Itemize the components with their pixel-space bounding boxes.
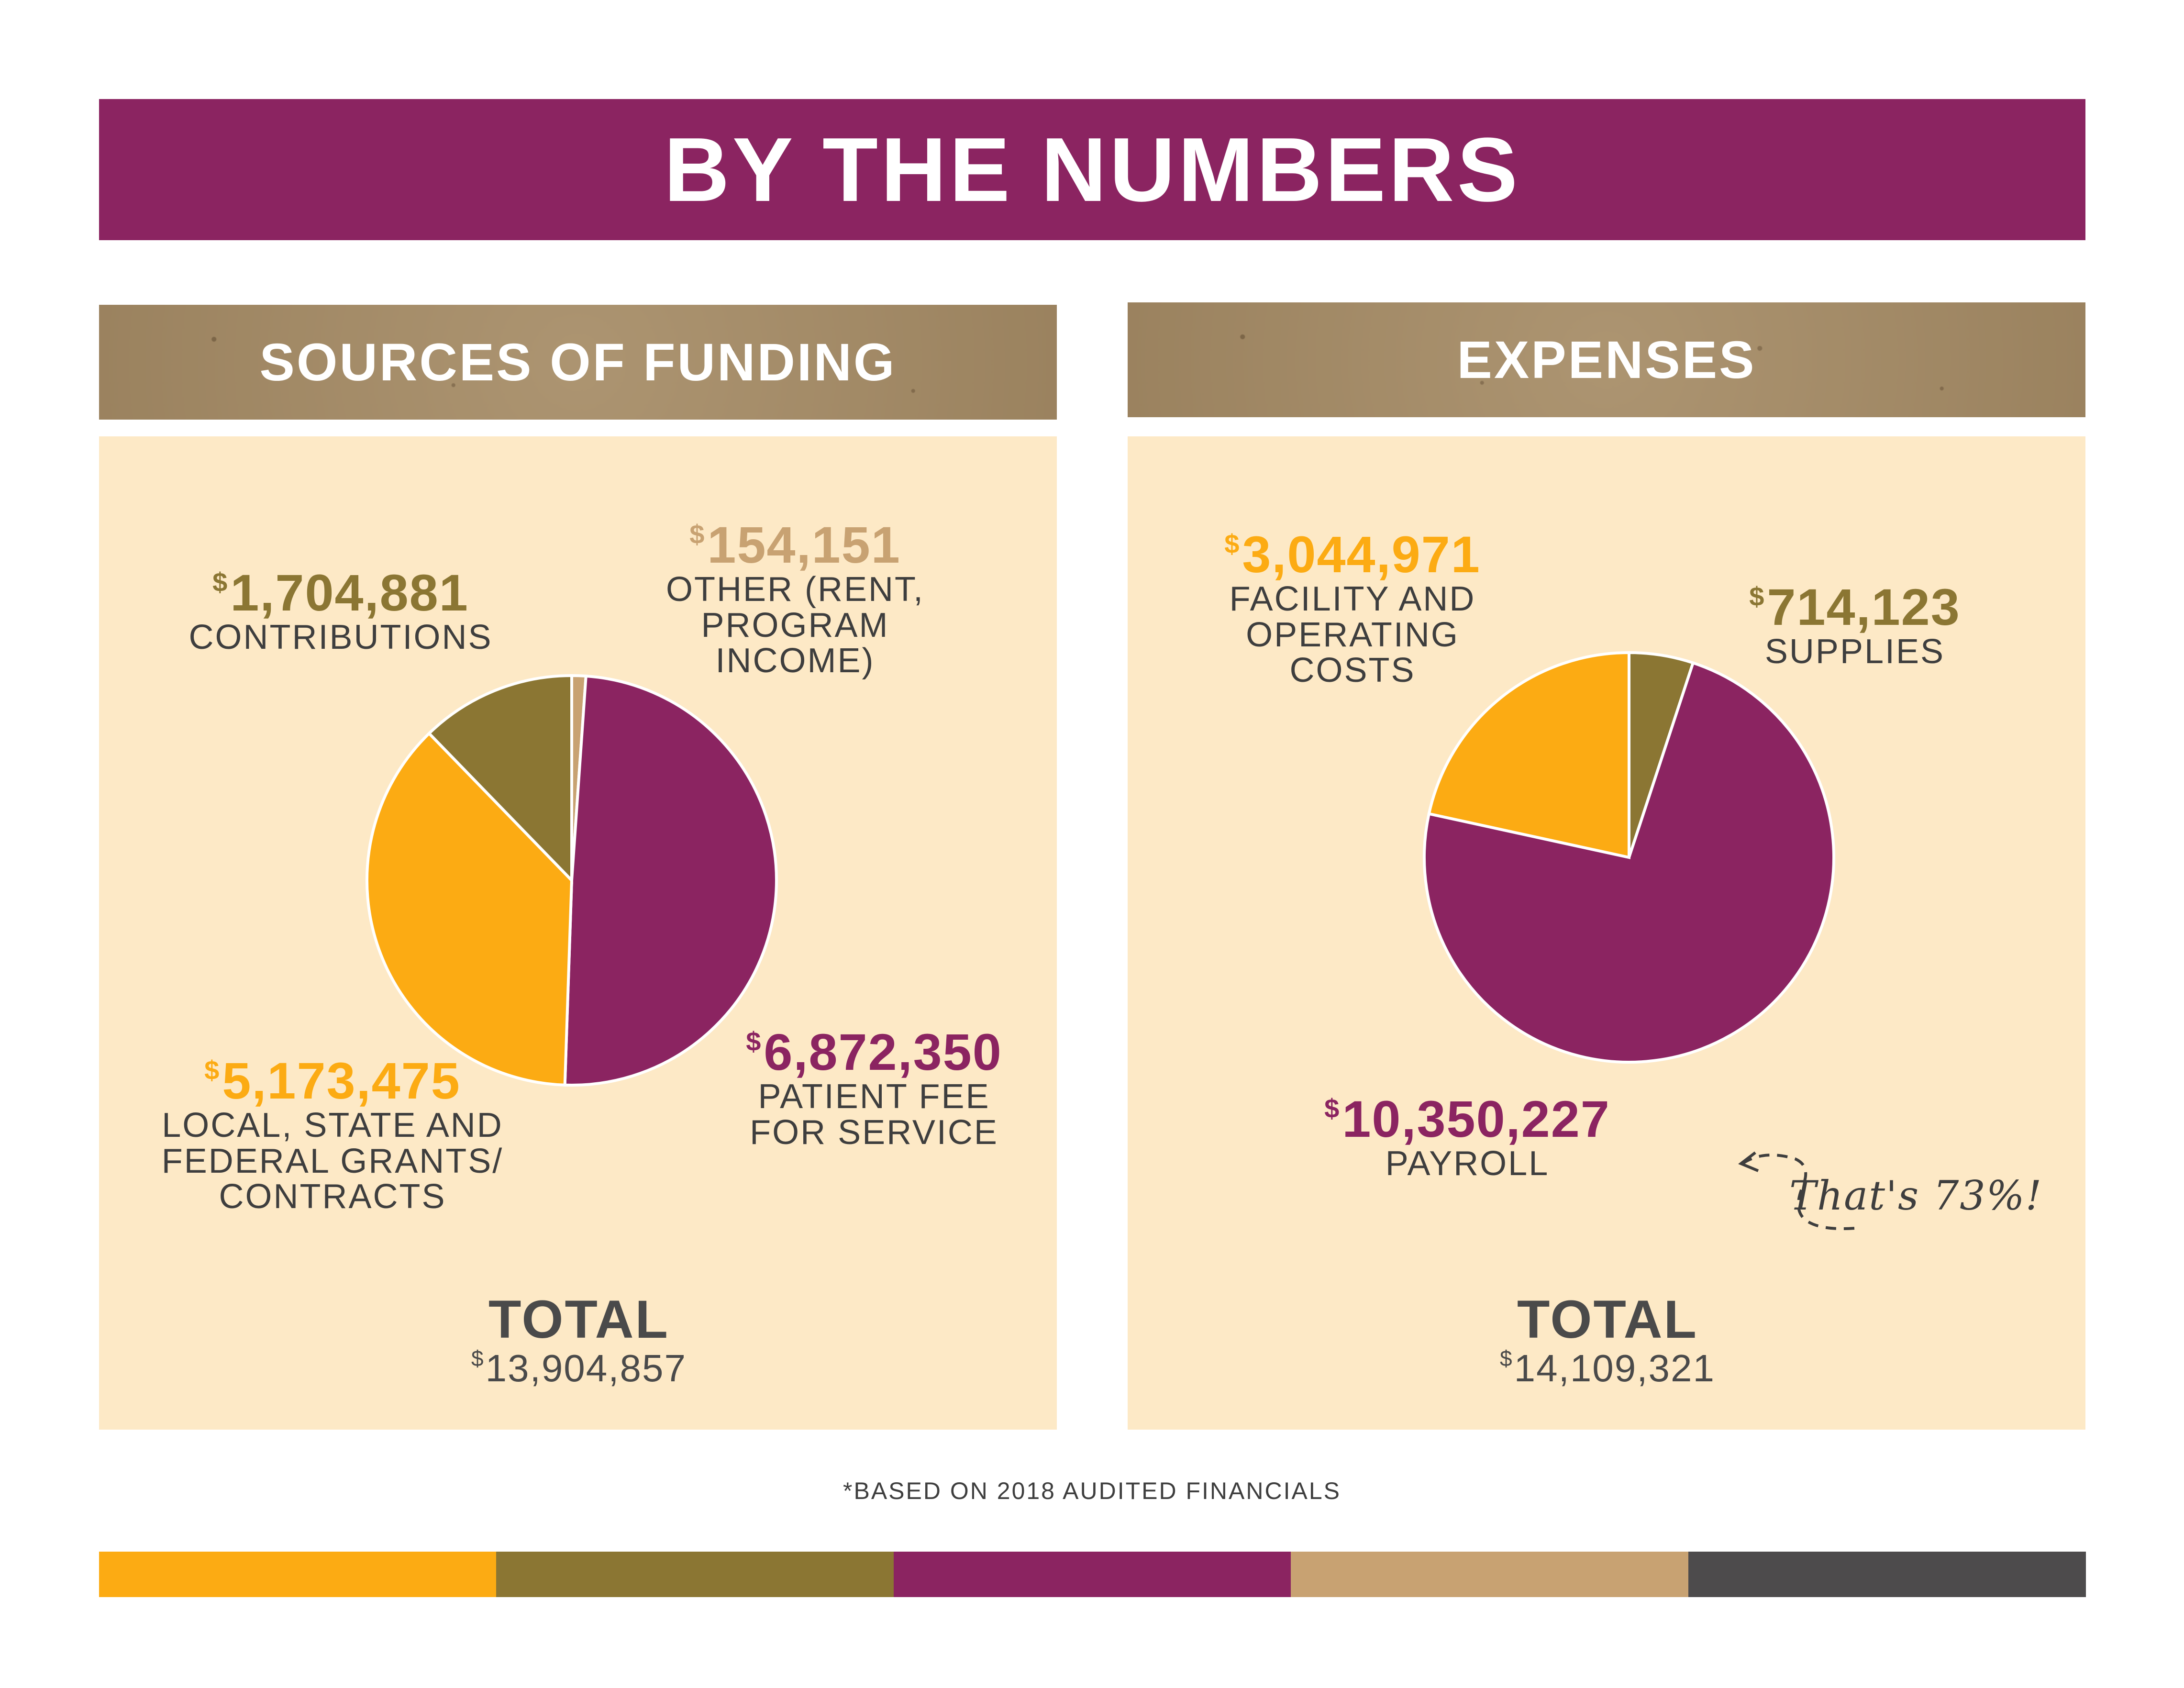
currency-symbol: $ (1749, 581, 1765, 611)
funding-total-amount: $13,904,857 (471, 1346, 687, 1389)
pie-slice-contributions (427, 674, 573, 884)
payroll-annotation: That's 73%! (1789, 1172, 2043, 1219)
color-band-segment (496, 1552, 894, 1597)
expenses-supplies-amount: $714,123 (1749, 580, 1961, 634)
funding-pie-chart (366, 674, 778, 1087)
expenses-facility-amount: $3,044,971 (1224, 527, 1481, 581)
footnote: *BASED ON 2018 AUDITED FINANCIALS (843, 1477, 1341, 1504)
color-band-segment (99, 1552, 497, 1597)
funding-contributions-amount: $1,704,881 (188, 566, 492, 620)
funding-panel: $154,151 OTHER (RENT, PROGRAM INCOME) $1… (99, 436, 1057, 1430)
currency-symbol: $ (471, 1346, 485, 1371)
expenses-facility-value: 3,044,971 (1242, 525, 1481, 583)
funding-contributions-label: $1,704,881 CONTRIBUTIONS (188, 566, 492, 655)
currency-symbol: $ (746, 1026, 762, 1056)
funding-header-title: SOURCES OF FUNDING (259, 333, 897, 392)
expenses-panel: $3,044,971 FACILITY AND OPERATING COSTS … (1128, 436, 2085, 1430)
pie-slice-patient-fee (563, 674, 778, 1087)
currency-symbol: $ (1500, 1346, 1513, 1371)
expenses-payroll-value: 10,350,227 (1342, 1090, 1610, 1148)
funding-patient-fee-label: $6,872,350 PATIENT FEE FOR SERVICE (746, 1025, 1002, 1150)
funding-pie-slices (366, 674, 778, 1087)
expenses-supplies-desc: SUPPLIES (1764, 633, 1945, 671)
funding-total: TOTAL $13,904,857 (471, 1293, 687, 1389)
expenses-supplies-value: 714,123 (1767, 578, 1961, 636)
currency-symbol: $ (689, 519, 706, 549)
currency-symbol: $ (204, 1055, 221, 1085)
arrowhead-icon (1738, 1151, 1759, 1172)
funding-contributions-desc: CONTRIBUTIONS (188, 618, 493, 657)
funding-patient-fee-desc: PATIENT FEE FOR SERVICE (750, 1077, 998, 1152)
expenses-total-amount: $14,109,321 (1500, 1346, 1715, 1389)
color-band-segment (1291, 1552, 1689, 1597)
expenses-supplies-label: $714,123 SUPPLIES (1749, 580, 1961, 670)
expenses-facility-desc: FACILITY AND OPERATING COSTS (1229, 580, 1476, 689)
currency-symbol: $ (212, 567, 229, 597)
expenses-pie-slices (1423, 651, 1835, 1064)
page-title: BY THE NUMBERS (664, 119, 1521, 221)
funding-grants-value: 5,173,475 (222, 1052, 461, 1110)
expenses-total: TOTAL $14,109,321 (1500, 1293, 1715, 1389)
expenses-total-value: 14,109,321 (1514, 1347, 1715, 1389)
expenses-header-title: EXPENSES (1457, 330, 1756, 389)
funding-other-label: $154,151 OTHER (RENT, PROGRAM INCOME) (665, 518, 926, 678)
color-band-segment (893, 1552, 1292, 1597)
currency-symbol: $ (1324, 1093, 1341, 1123)
expenses-payroll-desc: PAYROLL (1385, 1144, 1550, 1183)
funding-other-desc: OTHER (RENT, PROGRAM INCOME) (666, 570, 924, 680)
expenses-payroll-amount: $10,350,227 (1324, 1092, 1610, 1146)
pie-slice-facility (1427, 651, 1630, 859)
funding-grants-desc: LOCAL, STATE AND FEDERAL GRANTS/ CONTRAC… (161, 1106, 504, 1216)
pie-slice-grants (366, 731, 574, 1087)
funding-contributions-value: 1,704,881 (230, 564, 469, 622)
title-banner: BY THE NUMBERS (99, 99, 2085, 240)
funding-total-label: TOTAL (488, 1289, 669, 1349)
funding-grants-label: $5,173,475 LOCAL, STATE AND FEDERAL GRAN… (162, 1054, 503, 1214)
funding-patient-fee-value: 6,872,350 (764, 1023, 1002, 1081)
funding-total-value: 13,904,857 (485, 1347, 687, 1389)
expenses-pie-chart (1423, 651, 1855, 1230)
funding-other-amount: $154,151 (665, 518, 926, 572)
expenses-payroll-label: $10,350,227 PAYROLL (1324, 1092, 1610, 1182)
funding-other-value: 154,151 (707, 516, 901, 574)
funding-header: SOURCES OF FUNDING (99, 305, 1057, 420)
pie-slice-payroll (1423, 661, 1835, 1064)
currency-symbol: $ (1224, 529, 1241, 559)
color-band-segment (1688, 1552, 2086, 1597)
funding-patient-fee-amount: $6,872,350 (746, 1025, 1002, 1079)
expenses-facility-label: $3,044,971 FACILITY AND OPERATING COSTS (1224, 527, 1481, 688)
funding-grants-amount: $5,173,475 (162, 1054, 503, 1108)
expenses-header: EXPENSES (1128, 302, 2085, 417)
expenses-total-label: TOTAL (1517, 1289, 1698, 1349)
